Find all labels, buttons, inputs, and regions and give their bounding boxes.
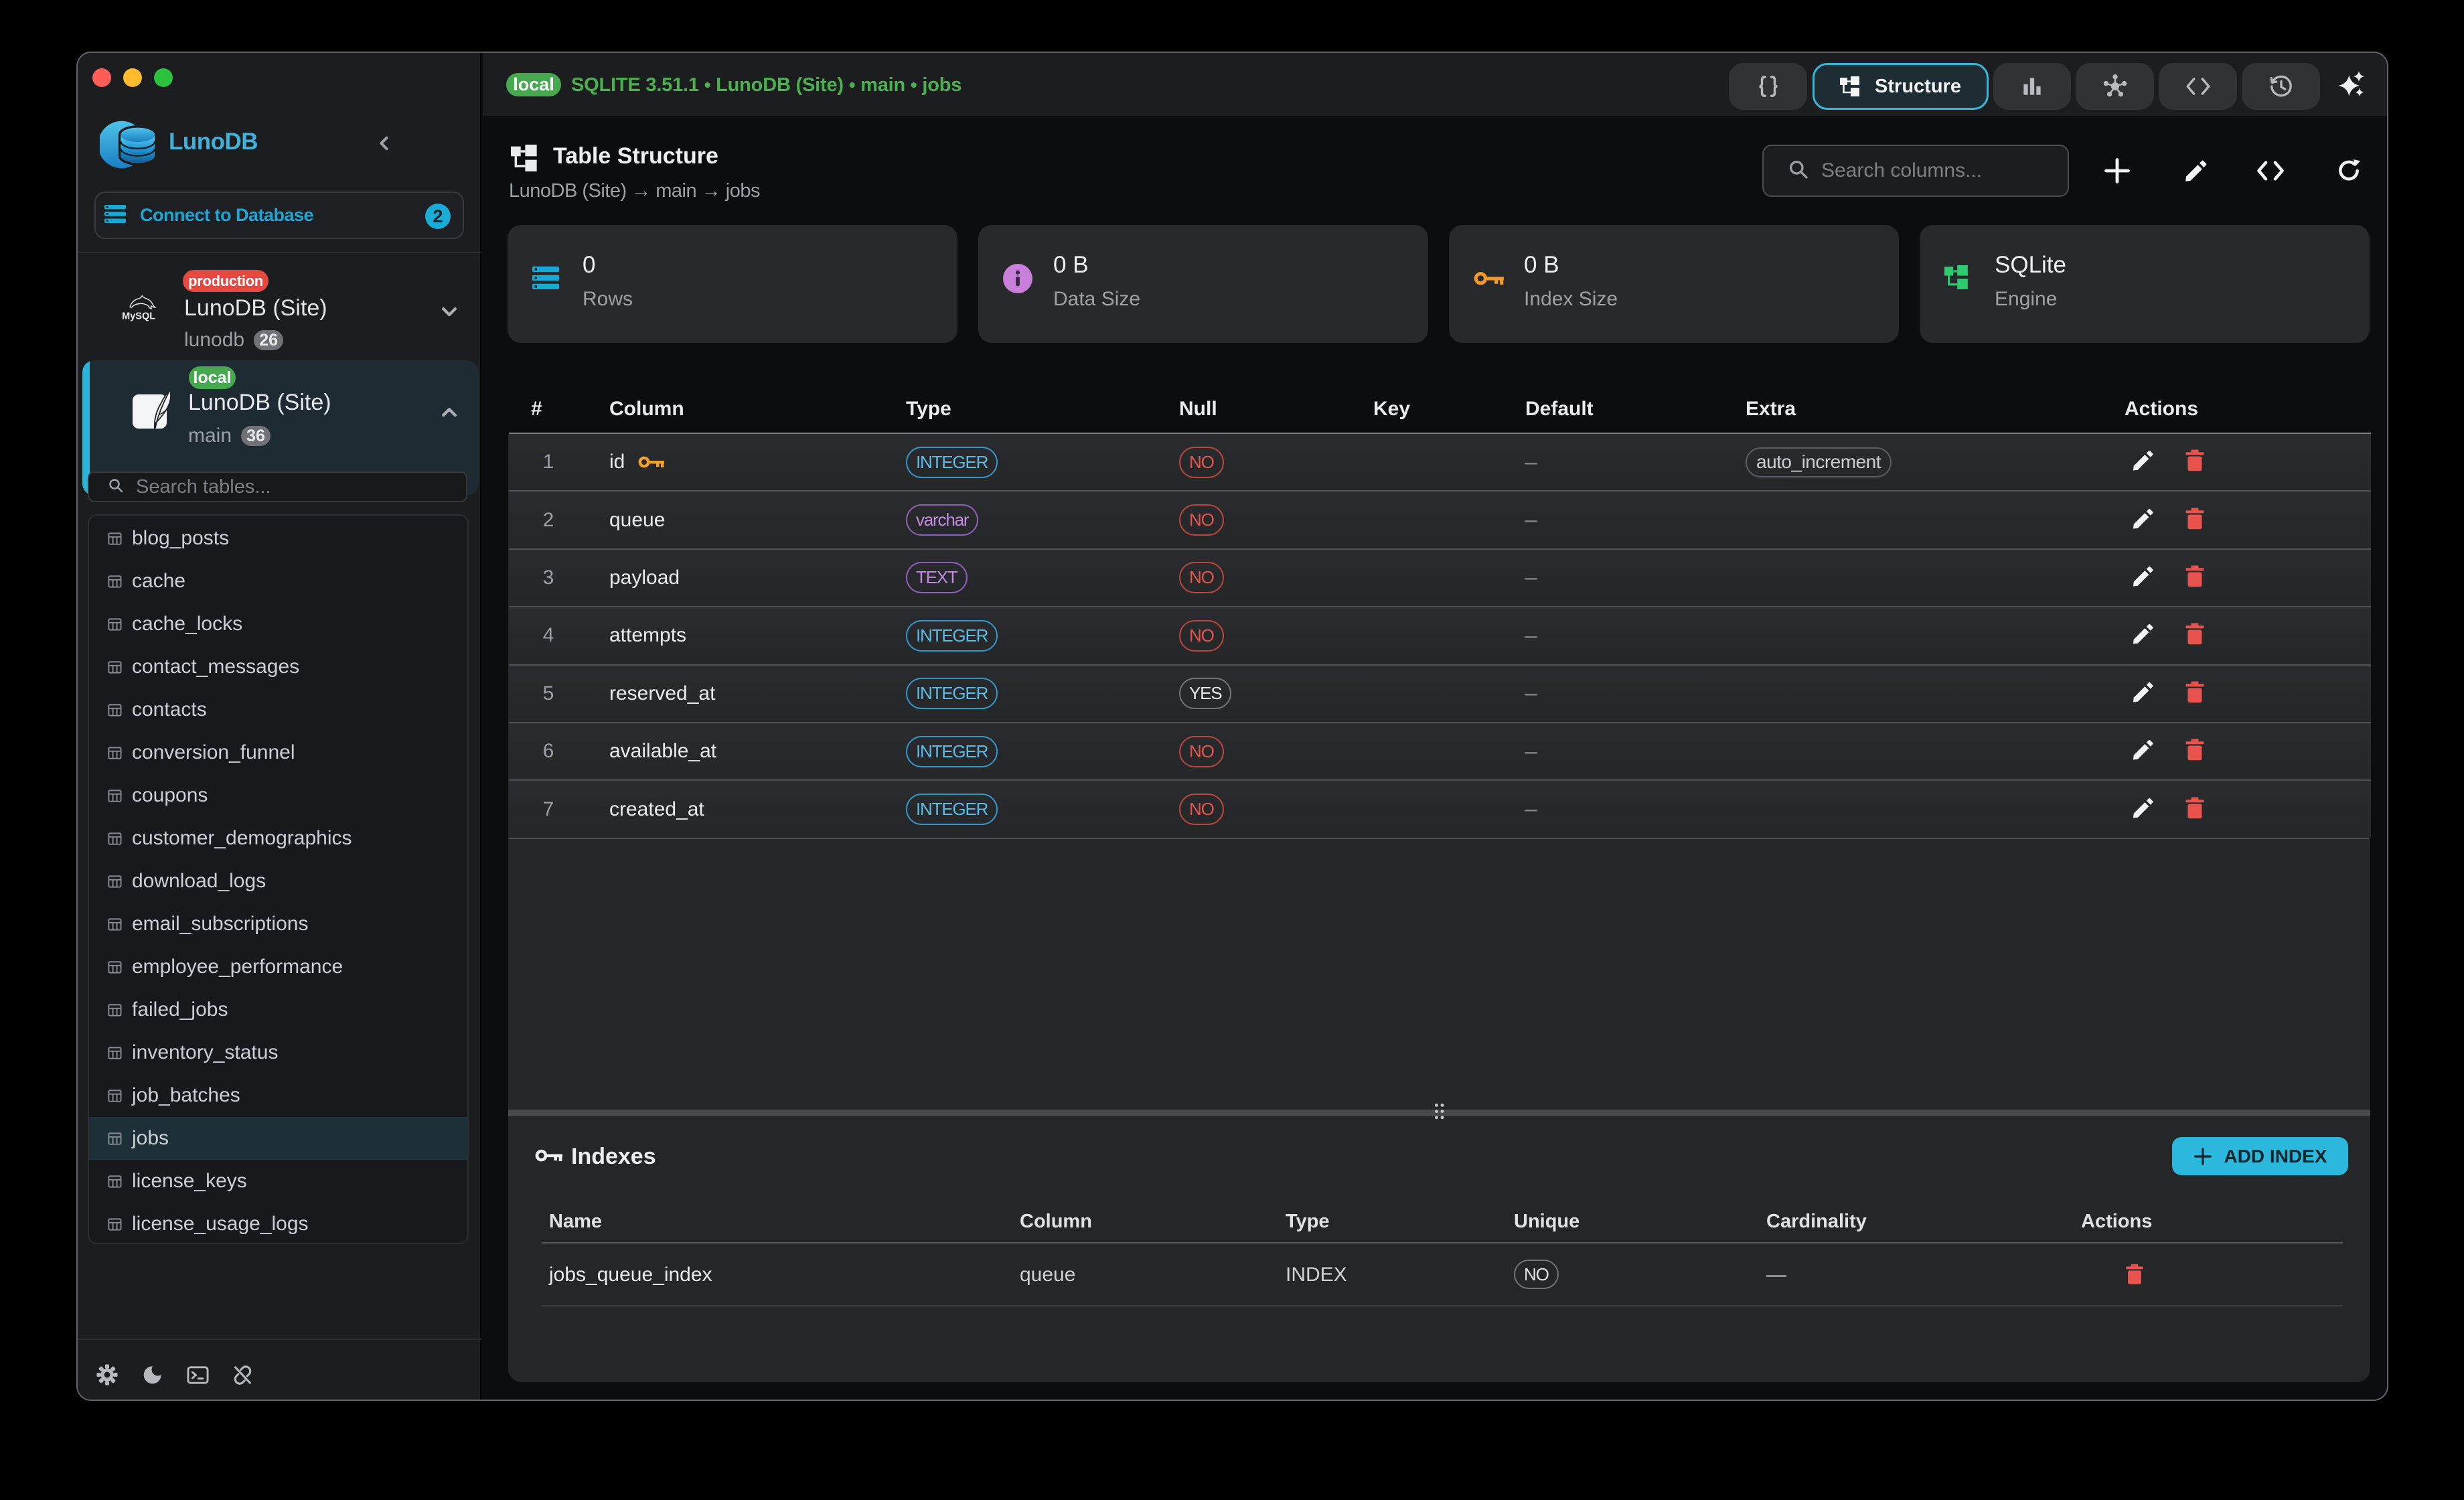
- svg-text:MySQL: MySQL: [122, 311, 155, 322]
